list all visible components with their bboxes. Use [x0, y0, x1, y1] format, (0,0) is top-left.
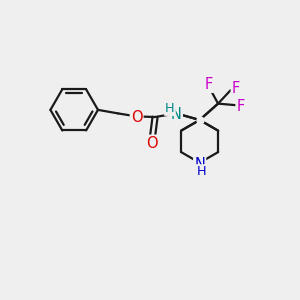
Text: F: F: [236, 99, 245, 114]
Text: F: F: [232, 81, 240, 96]
Text: N: N: [194, 157, 205, 172]
Text: N: N: [171, 107, 182, 122]
Text: O: O: [131, 110, 142, 125]
Text: F: F: [205, 77, 213, 92]
Text: O: O: [146, 136, 158, 151]
Text: H: H: [165, 102, 175, 115]
Text: H: H: [196, 165, 206, 178]
